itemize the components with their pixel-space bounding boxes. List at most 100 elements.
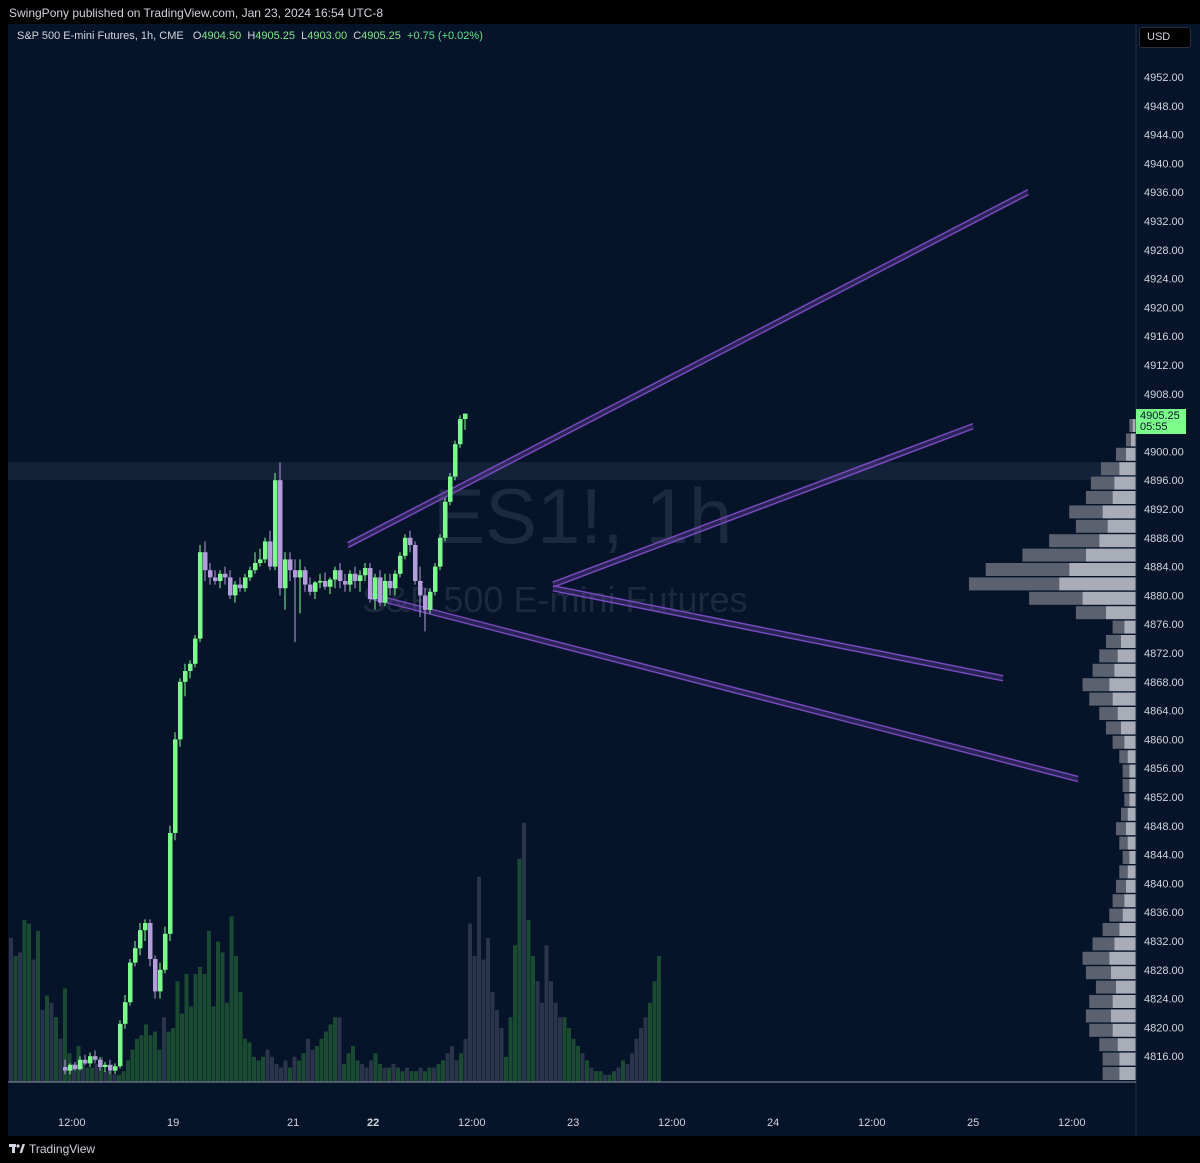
volume-profile-bar bbox=[1119, 1052, 1136, 1066]
volume-bar bbox=[153, 1031, 157, 1082]
price-tick-label: 4860.00 bbox=[1144, 734, 1184, 746]
currency-button[interactable]: USD bbox=[1139, 27, 1191, 48]
candle-body bbox=[338, 570, 343, 581]
volume-profile-bar bbox=[1075, 606, 1106, 620]
volume-bar bbox=[558, 1017, 562, 1082]
candle-body bbox=[108, 1064, 113, 1071]
candle-body bbox=[203, 552, 208, 571]
volume-bar bbox=[603, 1074, 607, 1082]
volume-profile-bar bbox=[1092, 937, 1115, 951]
watermark-ticker: ES1!, 1h bbox=[433, 472, 732, 560]
tradingview-brand[interactable]: TradingView bbox=[9, 1142, 95, 1156]
candle-body bbox=[133, 948, 138, 963]
candle-body bbox=[373, 577, 378, 599]
trendline-edge bbox=[552, 590, 1004, 682]
volume-bar bbox=[306, 1038, 310, 1082]
bar-countdown: 05:55 bbox=[1140, 421, 1168, 433]
volume-profile-bar bbox=[1102, 1052, 1120, 1066]
volume-bar bbox=[360, 1064, 364, 1082]
volume-bar bbox=[567, 1028, 571, 1082]
candle-body bbox=[383, 581, 388, 603]
volume-bar bbox=[58, 1038, 63, 1082]
volume-bar bbox=[400, 1071, 405, 1082]
high-label: H bbox=[247, 30, 256, 42]
candle-body bbox=[198, 552, 203, 639]
brand-name: TradingView bbox=[29, 1142, 96, 1156]
volume-profile-bar bbox=[1125, 433, 1131, 447]
volume-bar bbox=[657, 956, 661, 1082]
volume-bar bbox=[342, 1064, 346, 1082]
candle-body bbox=[73, 1064, 78, 1070]
volume-profile-bar bbox=[1127, 836, 1136, 850]
volume-bar bbox=[117, 1074, 121, 1082]
volume-bar bbox=[40, 1010, 45, 1082]
volume-bar bbox=[337, 1017, 342, 1082]
candle-body bbox=[388, 581, 393, 589]
volume-bar bbox=[202, 974, 207, 1082]
volume-bar bbox=[211, 1006, 216, 1082]
volume-bar bbox=[544, 945, 549, 1082]
candle-body bbox=[193, 638, 198, 664]
volume-profile-bar bbox=[1127, 750, 1136, 764]
volume-bar bbox=[535, 981, 540, 1082]
volume-bar bbox=[549, 981, 553, 1082]
volume-profile-bar bbox=[1122, 764, 1130, 778]
volume-profile-bar bbox=[1124, 793, 1130, 807]
volume-bar bbox=[301, 1053, 306, 1082]
trendline-edge bbox=[552, 428, 974, 588]
volume-bar bbox=[274, 1064, 279, 1082]
low-label: L bbox=[301, 30, 308, 42]
candle-body bbox=[393, 573, 398, 589]
volume-profile-bar bbox=[1132, 419, 1136, 432]
volume-bar bbox=[157, 1049, 162, 1082]
volume-profile-bar bbox=[1130, 433, 1136, 447]
open-label: O bbox=[192, 30, 202, 42]
volume-profile-bar bbox=[1120, 807, 1128, 821]
candle-body bbox=[118, 1023, 123, 1067]
price-tick-label: 4864.00 bbox=[1144, 706, 1184, 718]
volume-bar bbox=[445, 1053, 450, 1082]
volume-profile-bar bbox=[1022, 548, 1086, 562]
volume-bar bbox=[126, 1060, 130, 1082]
price-tick-label: 4948.00 bbox=[1144, 101, 1184, 113]
volume-bar bbox=[643, 1017, 648, 1082]
volume-profile-bar bbox=[1115, 822, 1126, 836]
volume-profile-bar bbox=[1115, 447, 1126, 461]
time-tick-label: 23 bbox=[567, 1117, 579, 1129]
volume-bar bbox=[18, 952, 22, 1082]
price-tick-label: 4836.00 bbox=[1144, 907, 1184, 919]
volume-profile-bar bbox=[1125, 447, 1136, 461]
volume-profile-bar bbox=[1107, 519, 1136, 533]
volume-bar bbox=[162, 1017, 166, 1082]
volume-bar bbox=[450, 1046, 454, 1082]
volume-profile-bar bbox=[1099, 707, 1118, 720]
volume-bar bbox=[432, 1067, 436, 1082]
trendline-edge bbox=[347, 194, 1029, 549]
volume-bar bbox=[639, 1028, 643, 1082]
volume-bar bbox=[463, 1038, 468, 1082]
candle-body bbox=[188, 663, 193, 671]
volume-bar bbox=[580, 1053, 585, 1082]
candle-body bbox=[233, 584, 238, 596]
candle-body bbox=[183, 671, 188, 682]
candle-body bbox=[103, 1064, 108, 1067]
volume-bar bbox=[396, 1067, 400, 1082]
volume-bar bbox=[454, 1060, 459, 1082]
price-tick-label: 4916.00 bbox=[1144, 331, 1184, 343]
candle-body bbox=[258, 559, 263, 563]
candle-body bbox=[298, 570, 303, 578]
time-tick-label: 12:00 bbox=[858, 1117, 886, 1129]
volume-bar bbox=[121, 1071, 126, 1082]
candle-body bbox=[208, 570, 213, 578]
volume-profile-bar bbox=[1089, 692, 1113, 706]
volume-bar bbox=[648, 1002, 652, 1082]
price-tick-label: 4880.00 bbox=[1144, 590, 1184, 602]
volume-profile-bar bbox=[1119, 836, 1128, 850]
candle-body bbox=[438, 537, 443, 567]
price-axis-bg bbox=[1136, 24, 1200, 1136]
candle-body bbox=[418, 581, 423, 596]
candle-body bbox=[308, 584, 313, 592]
volume-bar bbox=[378, 1064, 382, 1082]
time-tick-label: 21 bbox=[287, 1117, 299, 1129]
